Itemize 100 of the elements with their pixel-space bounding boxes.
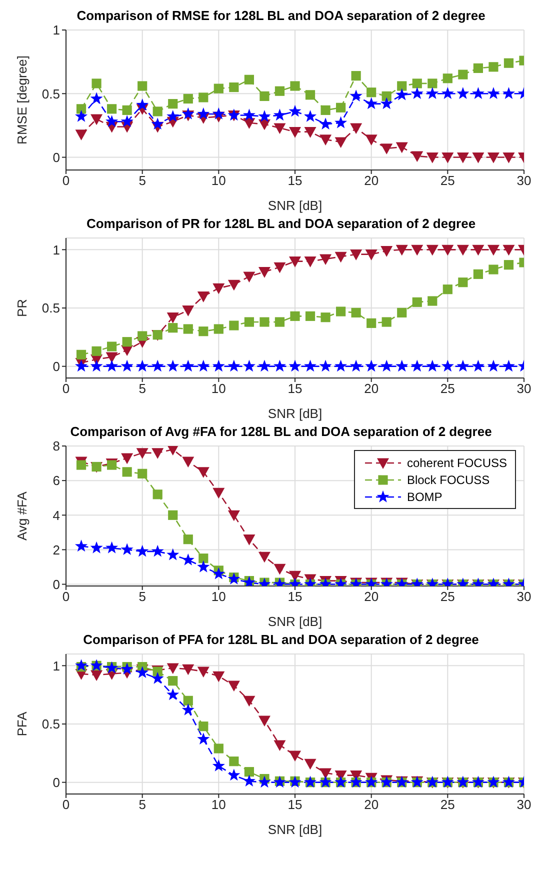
point: [274, 740, 286, 751]
y-tick-label: 0.5: [42, 86, 60, 102]
point: [182, 360, 194, 372]
legend-label: BOMP: [406, 490, 442, 504]
point: [212, 283, 225, 294]
point: [456, 87, 470, 99]
point: [442, 244, 454, 256]
point: [198, 554, 208, 564]
y-tick-label: 0: [52, 576, 60, 592]
point: [304, 127, 316, 138]
point: [428, 78, 438, 88]
point: [136, 666, 149, 678]
point: [152, 106, 162, 116]
point: [350, 360, 362, 372]
point: [334, 252, 347, 263]
point: [212, 759, 225, 772]
x-tick-label: 25: [440, 589, 455, 604]
point: [320, 768, 332, 779]
x-tick-label: 5: [138, 797, 146, 812]
point: [136, 98, 149, 110]
point: [426, 152, 438, 164]
point: [442, 152, 454, 164]
point: [472, 87, 484, 99]
point: [212, 567, 225, 580]
point: [183, 94, 193, 104]
point: [288, 360, 302, 372]
point: [274, 86, 285, 96]
y-axis-title: Avg #FA: [14, 491, 30, 540]
point: [334, 360, 348, 372]
point: [168, 510, 178, 520]
point: [274, 123, 286, 134]
x-axis-title: SNR [dB]: [268, 406, 322, 421]
point: [90, 360, 103, 372]
point: [290, 81, 300, 91]
point: [350, 250, 362, 260]
point: [183, 324, 193, 334]
x-tick-label: 10: [211, 173, 226, 188]
x-tick-label: 0: [62, 381, 70, 396]
point: [138, 81, 148, 91]
x-tick-label: 20: [364, 173, 379, 188]
point: [182, 664, 194, 676]
point: [244, 74, 254, 84]
point: [426, 244, 438, 256]
point: [138, 468, 148, 478]
point: [120, 360, 134, 372]
point: [365, 134, 378, 146]
point: [75, 130, 88, 140]
point: [244, 767, 254, 777]
point: [166, 312, 179, 324]
point: [90, 92, 103, 104]
point: [273, 360, 286, 372]
point: [74, 540, 88, 552]
x-tick-label: 20: [364, 589, 379, 604]
point: [411, 151, 424, 162]
x-tick-label: 20: [364, 797, 379, 812]
point: [472, 152, 484, 164]
point: [166, 548, 180, 560]
point: [244, 317, 254, 327]
point: [396, 244, 408, 256]
point: [228, 280, 240, 291]
chart-title: Comparison of RMSE for 128L BL and DOA separation of 2 degree: [76, 8, 486, 24]
point: [121, 453, 134, 464]
point: [380, 144, 393, 154]
point: [396, 142, 408, 154]
point: [456, 360, 470, 372]
x-tick-label: 20: [364, 381, 379, 396]
point: [120, 543, 134, 556]
point: [365, 360, 378, 372]
point: [305, 90, 316, 100]
point: [304, 758, 316, 770]
x-tick-label: 25: [440, 173, 455, 188]
point: [473, 63, 483, 73]
x-tick-label: 30: [516, 797, 532, 812]
point: [502, 152, 515, 164]
x-tick-label: 15: [288, 797, 302, 812]
point: [120, 662, 134, 675]
point: [107, 104, 117, 114]
point: [229, 82, 239, 92]
point: [397, 81, 407, 91]
point: [166, 360, 180, 372]
point: [260, 91, 270, 101]
point: [473, 269, 483, 279]
point: [92, 346, 102, 356]
point: [76, 460, 86, 470]
point: [258, 776, 271, 788]
point: [122, 105, 132, 115]
point: [428, 296, 438, 306]
point: [229, 756, 239, 766]
point: [106, 541, 118, 554]
point: [426, 87, 439, 99]
point: [320, 312, 330, 322]
point: [304, 256, 316, 268]
point: [168, 323, 178, 333]
x-tick-label: 30: [516, 173, 532, 188]
point: [258, 110, 271, 122]
y-tick-label: 0.5: [42, 300, 60, 316]
point: [214, 324, 224, 334]
point: [90, 670, 103, 681]
point: [411, 244, 424, 256]
x-tick-label: 10: [211, 381, 226, 396]
